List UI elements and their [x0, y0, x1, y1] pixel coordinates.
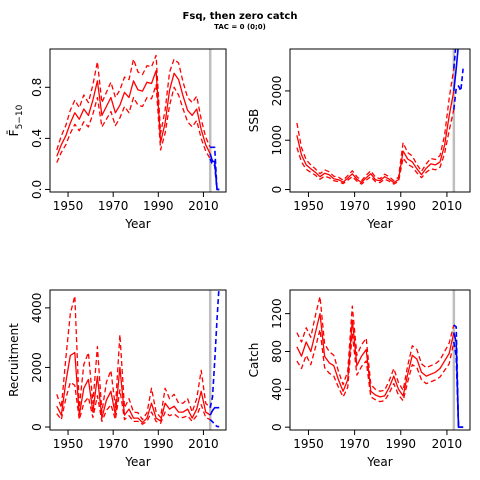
series-line-projection — [209, 406, 220, 416]
y-tick-label: 0.0 — [30, 180, 44, 199]
series-line-upper-ci — [56, 54, 211, 151]
series-line-projection-upper — [209, 290, 220, 408]
x-tick-label: 1970 — [339, 199, 370, 213]
y-axis-label-main: F̄ — [7, 129, 21, 136]
y-tick-label: 2000 — [30, 352, 44, 383]
y-tick-label: 0 — [270, 186, 284, 194]
y-axis-label: SSB — [247, 109, 261, 132]
x-tick-label: 1950 — [293, 437, 324, 451]
series-line-projection-upper — [210, 146, 220, 191]
y-axis-label: Recruitment — [7, 323, 21, 397]
y-tick-label: 0 — [30, 423, 44, 431]
series-line-upper-ci — [56, 295, 211, 421]
x-tick-label: 2010 — [188, 199, 219, 213]
y-tick-label: 400 — [270, 378, 284, 401]
x-tick-label: 1990 — [385, 437, 416, 451]
x-tick-label: 2010 — [188, 437, 219, 451]
x-tick-label: 1970 — [98, 437, 129, 451]
series-line-projection-lower — [453, 341, 464, 429]
plot-frame — [49, 289, 227, 431]
x-tick-label: 1970 — [98, 199, 129, 213]
x-tick-label: 1990 — [143, 199, 174, 213]
panel-0: 1950 1970 1990 2010 0.0 0.4 0.8 Year F̄5−10 — [7, 48, 227, 231]
y-axis-label-main: Recruitment — [7, 323, 21, 397]
y-tick-label: 1200 — [270, 298, 284, 329]
series-line-upper-ci — [296, 68, 455, 182]
series-group — [296, 295, 464, 429]
series-group — [296, 49, 464, 185]
x-tick-label: 1970 — [339, 437, 370, 451]
panel-3: 1950 1970 1990 2010 0 400 800 1200 Year Catch — [247, 289, 471, 469]
panel-2: 1950 1970 1990 2010 0 2000 4000 Year Recruitment — [7, 289, 227, 469]
sub-title: TAC = 0 (0;0) — [214, 23, 266, 31]
y-tick-label: 0 — [270, 423, 284, 431]
x-axis-label: Year — [124, 217, 150, 231]
x-axis-label: Year — [366, 455, 392, 469]
y-tick-label: 2000 — [270, 76, 284, 107]
y-tick-label: 0.8 — [30, 78, 44, 97]
x-axis-label: Year — [124, 455, 150, 469]
x-tick-label: 1950 — [53, 437, 84, 451]
y-tick-label: 1000 — [270, 125, 284, 156]
x-tick-label: 1950 — [53, 199, 84, 213]
series-group — [56, 54, 220, 191]
x-tick-label: 1990 — [385, 199, 416, 213]
series-line-estimate — [56, 70, 211, 157]
series-line-projection-lower — [209, 419, 220, 428]
series-group — [56, 290, 220, 428]
y-tick-label: 800 — [270, 340, 284, 363]
x-tick-label: 2010 — [432, 437, 463, 451]
y-axis-label: F̄5−10 — [7, 104, 25, 136]
panel-1: 1950 1970 1990 2010 0 1000 2000 Year SSB — [247, 48, 471, 231]
plot-frame — [49, 48, 227, 193]
x-tick-label: 2010 — [432, 199, 463, 213]
x-tick-label: 1990 — [143, 437, 174, 451]
series-line-projection-lower — [209, 158, 220, 191]
main-title: Fsq, then zero catch — [182, 11, 298, 22]
plot-frame — [289, 48, 471, 193]
series-line-estimate — [296, 312, 455, 398]
series-line-upper-ci — [296, 295, 455, 392]
y-tick-label: 4000 — [30, 293, 44, 324]
series-line-lower-ci — [56, 84, 211, 163]
x-tick-label: 1950 — [293, 199, 324, 213]
y-axis-label-main: SSB — [247, 109, 261, 132]
series-line-projection-lower — [453, 68, 464, 110]
series-line-estimate — [296, 90, 455, 184]
series-line-projection — [453, 49, 459, 91]
series-line-lower-ci — [56, 381, 211, 425]
x-axis-label: Year — [366, 217, 392, 231]
y-axis-label-main: Catch — [247, 343, 261, 378]
series-line-lower-ci — [296, 109, 455, 185]
plot-frame — [289, 289, 471, 431]
series-line-estimate — [56, 351, 211, 424]
series-line-projection-upper — [453, 49, 457, 69]
y-axis-label-subscript: 5−10 — [15, 104, 25, 129]
series-line-lower-ci — [296, 329, 455, 403]
y-tick-label: 0.4 — [30, 129, 44, 148]
y-axis-label: Catch — [247, 343, 261, 378]
